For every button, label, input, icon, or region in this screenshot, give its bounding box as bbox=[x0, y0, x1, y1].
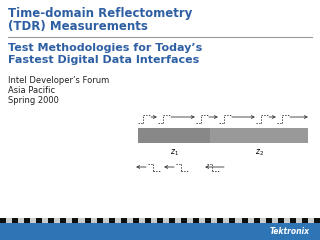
Bar bbox=[48, 218, 54, 223]
Bar bbox=[18, 218, 24, 223]
Text: Time-domain Reflectometry: Time-domain Reflectometry bbox=[8, 7, 192, 20]
Bar bbox=[260, 218, 266, 223]
Text: Spring 2000: Spring 2000 bbox=[8, 96, 59, 105]
Bar bbox=[103, 218, 109, 223]
Bar bbox=[60, 218, 67, 223]
Bar bbox=[211, 218, 217, 223]
Text: Tektronix: Tektronix bbox=[270, 227, 310, 236]
Bar bbox=[91, 218, 97, 223]
Bar bbox=[217, 218, 223, 223]
Bar bbox=[272, 218, 278, 223]
Text: Asia Pacific: Asia Pacific bbox=[8, 86, 55, 95]
Bar bbox=[139, 218, 145, 223]
Text: Intel Developer’s Forum: Intel Developer’s Forum bbox=[8, 76, 109, 85]
Bar bbox=[151, 218, 157, 223]
Bar bbox=[236, 218, 242, 223]
Bar bbox=[67, 218, 72, 223]
Bar bbox=[30, 218, 36, 223]
Bar bbox=[278, 218, 284, 223]
Bar bbox=[157, 218, 163, 223]
Bar bbox=[84, 218, 91, 223]
Bar bbox=[6, 218, 12, 223]
Bar bbox=[169, 218, 175, 223]
Bar bbox=[223, 218, 229, 223]
Bar bbox=[302, 218, 308, 223]
Bar bbox=[296, 218, 302, 223]
Bar bbox=[109, 218, 115, 223]
Bar bbox=[54, 218, 60, 223]
Bar bbox=[163, 218, 169, 223]
Bar bbox=[187, 218, 193, 223]
Bar bbox=[36, 218, 42, 223]
Bar bbox=[266, 218, 272, 223]
Bar bbox=[199, 218, 205, 223]
Bar bbox=[97, 218, 103, 223]
Text: Test Methodologies for Today’s: Test Methodologies for Today’s bbox=[8, 43, 202, 53]
Bar bbox=[0, 223, 320, 240]
Bar bbox=[42, 218, 48, 223]
Bar bbox=[248, 218, 253, 223]
Bar bbox=[229, 218, 236, 223]
Bar bbox=[145, 218, 151, 223]
Bar bbox=[284, 218, 290, 223]
Bar bbox=[253, 218, 260, 223]
Bar bbox=[175, 218, 181, 223]
Bar bbox=[127, 218, 133, 223]
Text: Fastest Digital Data Interfaces: Fastest Digital Data Interfaces bbox=[8, 55, 199, 65]
Text: $z_1$: $z_1$ bbox=[170, 148, 179, 158]
Bar bbox=[115, 218, 121, 223]
Bar bbox=[242, 218, 248, 223]
Bar bbox=[308, 218, 314, 223]
Bar bbox=[24, 218, 30, 223]
Bar bbox=[193, 218, 199, 223]
Bar bbox=[210, 128, 308, 143]
Bar bbox=[121, 218, 127, 223]
Bar bbox=[314, 218, 320, 223]
Text: (TDR) Measurements: (TDR) Measurements bbox=[8, 20, 148, 33]
Bar bbox=[78, 218, 84, 223]
Bar bbox=[133, 218, 139, 223]
Bar bbox=[12, 218, 18, 223]
Bar bbox=[138, 128, 210, 143]
Bar bbox=[72, 218, 78, 223]
Text: $z_2$: $z_2$ bbox=[254, 148, 263, 158]
Bar bbox=[181, 218, 187, 223]
Bar bbox=[205, 218, 211, 223]
Bar bbox=[290, 218, 296, 223]
Bar bbox=[0, 218, 6, 223]
